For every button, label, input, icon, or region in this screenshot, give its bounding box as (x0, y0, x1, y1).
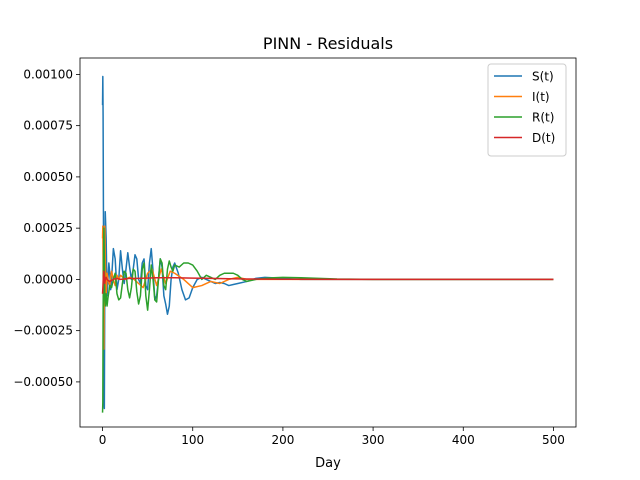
chart-title: PINN - Residuals (263, 34, 393, 53)
legend-label-rt: R(t) (532, 111, 554, 125)
y-tick-label: −0.00050 (13, 375, 73, 389)
x-tick-label: 400 (452, 433, 475, 447)
x-tick-label: 0 (99, 433, 107, 447)
legend-label-it: I(t) (532, 90, 550, 104)
series-lines (101, 75, 554, 413)
y-tick-label: 0.00050 (23, 170, 73, 184)
series-line-dt (101, 270, 554, 294)
legend-box (487, 63, 567, 157)
x-tick-label: 200 (271, 433, 294, 447)
axes-frame (79, 57, 577, 428)
axis-ticks: 0 100 200 300 400 500 −0.00050 −0.00025 0.00000 0… (13, 67, 565, 447)
legend-label-dt: D(t) (532, 131, 555, 145)
y-tick-label: 0.00100 (23, 67, 73, 81)
plot-area (79, 57, 577, 428)
legend-label-st: S(t) (532, 70, 554, 84)
x-tick-label: 500 (542, 433, 565, 447)
series-line-rt (101, 227, 554, 413)
series-line-st (101, 75, 554, 410)
y-tick-label: 0.00025 (23, 221, 73, 235)
x-tick-label: 300 (362, 433, 385, 447)
x-axis-label: Day (315, 456, 341, 471)
y-tick-label: 0.00000 (23, 272, 73, 286)
x-tick-label: 100 (181, 433, 204, 447)
legend: S(t) I(t) R(t) D(t) (487, 63, 567, 157)
y-tick-label: −0.00025 (13, 324, 73, 338)
y-tick-label: 0.00075 (23, 119, 73, 133)
